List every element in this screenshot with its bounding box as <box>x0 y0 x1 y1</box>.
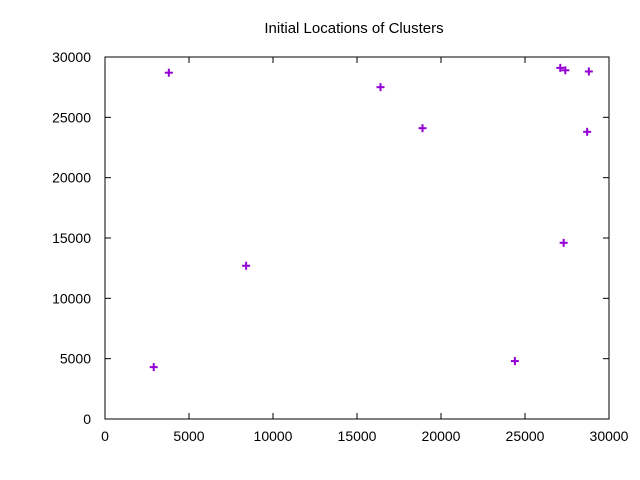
y-tick-label: 0 <box>83 411 91 427</box>
data-point <box>561 66 570 75</box>
data-point <box>149 363 158 372</box>
data-point <box>510 357 519 366</box>
y-tick-label: 15000 <box>52 230 91 246</box>
data-point <box>583 127 592 136</box>
data-point <box>242 261 251 270</box>
data-point <box>418 124 427 133</box>
x-axis: 0 5000 10000 15000 20000 25000 30000 <box>101 57 629 444</box>
y-tick-label: 25000 <box>52 109 91 125</box>
data-point <box>556 63 565 72</box>
y-tick-label: 20000 <box>52 170 91 186</box>
x-tick-label: 20000 <box>422 428 461 444</box>
data-point <box>584 67 593 76</box>
data-point <box>164 68 173 77</box>
y-tick-label: 5000 <box>60 351 91 367</box>
data-points <box>149 63 593 372</box>
y-tick-label: 10000 <box>52 290 91 306</box>
x-tick-label: 0 <box>101 428 109 444</box>
x-tick-label: 5000 <box>173 428 204 444</box>
x-tick-label: 30000 <box>590 428 629 444</box>
data-point <box>559 238 568 247</box>
x-tick-label: 25000 <box>506 428 545 444</box>
x-tick-label: 15000 <box>338 428 377 444</box>
chart-title: Initial Locations of Clusters <box>264 20 443 37</box>
y-axis: 0 5000 10000 15000 20000 25000 30000 <box>52 49 609 427</box>
y-tick-label: 30000 <box>52 49 91 65</box>
x-tick-label: 10000 <box>254 428 293 444</box>
data-point <box>376 83 385 92</box>
plot-frame <box>104 56 610 420</box>
